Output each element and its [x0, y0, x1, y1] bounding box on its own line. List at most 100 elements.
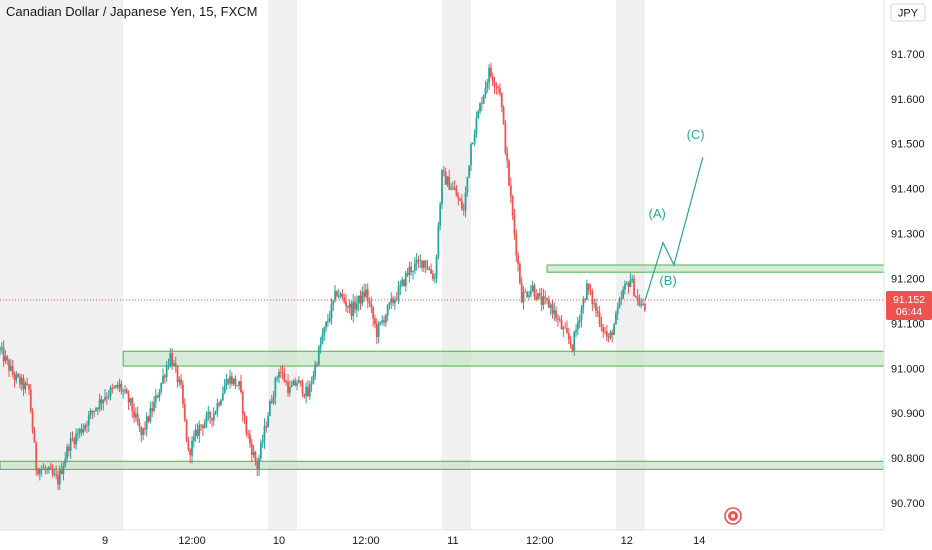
candle-body-329: [595, 303, 597, 312]
candle-body-245: [442, 170, 445, 172]
candle-body-322: [582, 299, 585, 309]
candle-body-269: [486, 82, 489, 88]
zone-91200[interactable]: [546, 264, 885, 273]
candle-body-57: [102, 399, 105, 404]
candle-body-337: [609, 332, 612, 338]
currency-badge-label: JPY: [898, 8, 919, 20]
candle-body-344: [622, 289, 625, 299]
candle-body-253: [457, 196, 460, 199]
candle-body-234: [422, 260, 425, 268]
wave-label-2: (C): [687, 127, 705, 142]
candle-body-221: [399, 284, 402, 288]
candle-body-27: [48, 467, 50, 470]
candle-body-334: [604, 331, 606, 333]
candle-body-222: [401, 279, 404, 285]
candle-body-54: [96, 407, 99, 409]
candle-body-66: [118, 383, 121, 388]
candle-body-83: [149, 408, 152, 422]
candle-body-115: [207, 412, 210, 415]
candle-body-104: [187, 440, 190, 450]
candle-body-36: [64, 459, 67, 466]
candle-body-87: [156, 395, 159, 398]
candle-body-76: [136, 413, 139, 424]
session-shade-1: [268, 0, 298, 530]
wave-projection: (A) (B) (C): [644, 127, 705, 302]
candle-body-0: [0, 348, 1, 351]
candle-body-151: [272, 396, 275, 403]
candle-body-148: [267, 415, 269, 427]
time-tick-2: 10: [273, 535, 285, 547]
candle-body-44: [78, 428, 81, 434]
candle-body-280: [506, 152, 509, 161]
candle-body-352: [636, 296, 639, 300]
candle-body-43: [76, 433, 79, 435]
candle-body-306: [553, 310, 556, 314]
time-tick-0: 9: [102, 535, 108, 547]
candle-body-325: [587, 283, 590, 291]
candle-body-351: [634, 295, 637, 297]
candle-body-349: [631, 278, 634, 280]
candle-body-207: [374, 318, 376, 324]
candle-body-248: [448, 176, 451, 190]
candle-body-163: [294, 380, 297, 386]
candle-body-203: [366, 289, 369, 301]
candle-body-320: [578, 319, 581, 323]
candle-body-238: [430, 269, 433, 274]
candle-body-68: [122, 391, 125, 392]
candle-body-240: [433, 278, 436, 280]
candle-body-239: [432, 273, 434, 279]
price-axis-panel[interactable]: [884, 0, 932, 530]
candle-body-86: [154, 395, 157, 402]
candle-body-258: [466, 177, 469, 193]
time-tick-7: 14: [693, 535, 705, 547]
candle-body-290: [524, 291, 527, 293]
candle-body-56: [100, 399, 103, 404]
candle-body-302: [546, 298, 548, 301]
candle-body-195: [352, 301, 355, 317]
candle-body-296: [535, 296, 538, 300]
candle-body-40: [71, 438, 74, 440]
candle-body-7: [11, 365, 14, 375]
candle-body-273: [493, 82, 496, 87]
candle-body-235: [424, 260, 427, 267]
candle-body-236: [426, 266, 429, 270]
candle-body-105: [189, 449, 192, 456]
candle-body-304: [549, 304, 552, 308]
candle-body-179: [323, 327, 326, 336]
candle-body-168: [303, 394, 306, 397]
candle-body-315: [569, 339, 572, 345]
candle-body-284: [513, 214, 516, 235]
candle-body-294: [531, 285, 534, 291]
candle-body-202: [365, 289, 367, 297]
candle-body-243: [439, 203, 442, 226]
candle-body-242: [437, 225, 440, 257]
candle-body-175: [316, 364, 318, 366]
wave-label-1: (B): [659, 273, 676, 288]
candle-body-124: [223, 386, 226, 394]
candle-body-35: [62, 465, 65, 474]
candle-body-149: [269, 401, 271, 416]
candle-body-59: [105, 397, 108, 398]
currency-badge[interactable]: JPY: [890, 3, 926, 22]
time-axis-panel[interactable]: [0, 530, 932, 550]
candle-body-50: [89, 410, 92, 416]
candle-body-246: [444, 171, 447, 185]
candle-body-318: [575, 329, 577, 333]
candle-body-111: [200, 424, 202, 426]
zone-90800[interactable]: [0, 460, 885, 470]
economic-event-marker[interactable]: [724, 507, 742, 525]
abc-wave-path[interactable]: [644, 157, 704, 302]
session-shade-2: [442, 0, 471, 530]
candle-body-260: [470, 144, 472, 166]
candle-body-181: [326, 321, 329, 322]
candle-body-268: [484, 87, 487, 95]
candle-body-162: [292, 380, 295, 386]
candle-body-1: [0, 347, 3, 349]
candle-body-125: [225, 379, 228, 387]
candle-body-114: [205, 414, 208, 423]
candle-body-314: [567, 332, 570, 340]
candle-body-12: [20, 378, 23, 385]
candle-body-121: [218, 403, 221, 406]
zone-91000[interactable]: [122, 350, 885, 367]
